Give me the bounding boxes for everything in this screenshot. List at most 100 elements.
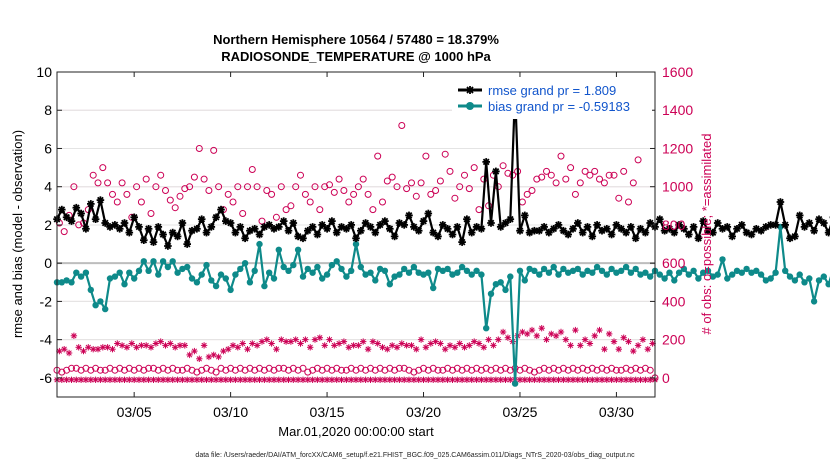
- obs-possible-point: [482, 364, 490, 372]
- rmse-point: [578, 228, 587, 237]
- obs-possible-point: [96, 366, 104, 374]
- obs-possible-point: [198, 366, 206, 374]
- obs-possible-point: [333, 364, 341, 372]
- bias-point: [348, 267, 355, 274]
- bias-point: [212, 282, 220, 290]
- bias-point: [483, 325, 490, 332]
- obs-assimilated-point: [314, 376, 321, 383]
- obs-possible-point: [270, 366, 278, 374]
- y2-axis-label: # of obs: o=possible; *=assimilated: [699, 134, 714, 335]
- obs-assimilated-point: [220, 347, 227, 355]
- obs-assimilated-point: [615, 346, 622, 353]
- obs-possible-point: [289, 364, 297, 372]
- rmse-point: [622, 228, 630, 237]
- obs-assimilated-point: [210, 351, 217, 359]
- obs-possible-point: [434, 366, 442, 374]
- rmse-point: [747, 230, 756, 239]
- obs-possible-point: [205, 187, 213, 194]
- bias-point: [68, 279, 75, 286]
- obs-assimilated-point: [181, 342, 189, 349]
- rmse-point: [178, 219, 187, 227]
- rmse-point: [641, 228, 650, 237]
- obs-possible-point: [323, 364, 331, 372]
- bias-point: [304, 265, 311, 273]
- rmse-point: [776, 198, 785, 206]
- obs-assimilated-point: [627, 376, 635, 383]
- obs-assimilated-point: [586, 340, 594, 347]
- rmse-point: [400, 221, 409, 229]
- obs-possible-point: [420, 364, 427, 372]
- bias-point: [275, 246, 282, 253]
- rmse-point: [627, 223, 635, 231]
- obs-possible-point: [229, 198, 237, 206]
- rmse-point: [684, 230, 693, 239]
- bias-point: [237, 265, 244, 273]
- bias-point: [579, 271, 586, 278]
- obs-assimilated-point: [355, 342, 362, 349]
- obs-assimilated-point: [70, 332, 78, 339]
- legend-box: [452, 79, 652, 119]
- rmse-point: [689, 223, 698, 231]
- rmse-point: [255, 230, 264, 239]
- obs-assimilated-point: [104, 344, 111, 351]
- obs-assimilated-point: [524, 330, 531, 338]
- obs-possible-point: [376, 364, 384, 372]
- bias-point: [164, 263, 172, 271]
- obs-assimilated-point: [118, 342, 126, 349]
- bias-point: [82, 269, 90, 276]
- obs-assimilated-point: [77, 376, 85, 383]
- obs-assimilated-point: [319, 376, 326, 383]
- bias-point: [806, 275, 813, 282]
- bias-point: [685, 271, 692, 278]
- bias-point: [642, 269, 649, 276]
- bias-point: [58, 279, 65, 286]
- obs-possible-point: [516, 366, 524, 374]
- rmse-series: [53, 87, 830, 250]
- obs-assimilated-point: [557, 328, 565, 336]
- obs-assimilated-point: [229, 342, 237, 349]
- obs-assimilated-point: [548, 330, 555, 338]
- obs-possible-point: [280, 364, 288, 372]
- rmse-point: [588, 232, 597, 241]
- rmse-point: [323, 225, 331, 233]
- bias-point: [574, 265, 581, 273]
- obs-possible-point: [181, 185, 189, 193]
- rmse-point: [492, 167, 500, 176]
- y-tick-label: 6: [44, 140, 52, 156]
- obs-assimilated-point: [224, 346, 232, 353]
- obs-assimilated-point: [121, 376, 128, 383]
- bias-point: [410, 263, 418, 271]
- bias-point: [357, 263, 364, 271]
- bias-point: [608, 265, 615, 273]
- bias-point: [299, 273, 307, 280]
- bias-point: [131, 275, 138, 282]
- obs-possible-point: [207, 366, 215, 374]
- rmse-point: [463, 215, 471, 223]
- obs-assimilated-point: [490, 342, 497, 349]
- obs-assimilated-point: [60, 346, 68, 353]
- obs-possible-point: [347, 364, 355, 372]
- legend-marker-bias: [466, 102, 474, 110]
- footnote: data file: /Users/raeder/DAI/ATM_forcXX/…: [195, 452, 635, 459]
- obs-assimilated-point: [335, 340, 343, 347]
- obs-assimilated-point: [478, 376, 485, 383]
- obs-assimilated-point: [278, 336, 285, 343]
- bias-point: [405, 269, 413, 276]
- obs-possible-point: [506, 366, 514, 374]
- obs-possible-point: [171, 204, 179, 212]
- obs-assimilated-point: [186, 351, 193, 359]
- bias-point: [656, 271, 663, 278]
- bias-point: [367, 269, 374, 276]
- obs-assimilated-point: [302, 336, 309, 343]
- obs-assimilated-point: [135, 376, 143, 383]
- obs-possible-point: [612, 366, 620, 374]
- bias-point: [526, 265, 533, 273]
- obs-assimilated-point: [128, 340, 136, 347]
- bias-point: [738, 269, 745, 276]
- legend: rmse grand pr = 1.809 bias grand pr = -0…: [452, 79, 652, 119]
- bias-point: [111, 273, 119, 280]
- obs-possible-point: [408, 179, 415, 187]
- rmse-point: [352, 234, 360, 243]
- obs-assimilated-point: [343, 376, 350, 383]
- bias-point: [227, 286, 234, 294]
